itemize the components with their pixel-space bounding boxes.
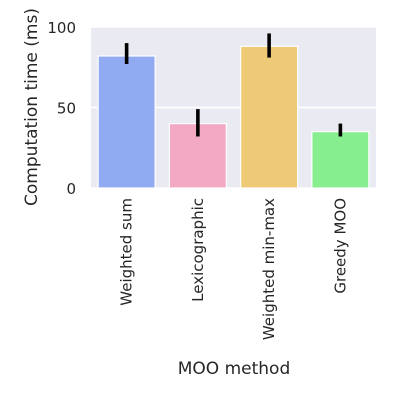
y-axis-label: Computation time (ms)	[22, 8, 42, 206]
error-bars	[124, 33, 343, 137]
bar	[311, 131, 370, 189]
y-tick-label: 50	[57, 100, 76, 118]
x-tick-label: Lexicographic	[189, 198, 207, 302]
x-tick-label: Weighted min-max	[260, 198, 278, 340]
x-tick-label: Greedy MOO	[331, 198, 349, 294]
x-tick-labels: Weighted sum Lexicographic Weighted min-ma…	[118, 198, 350, 340]
x-tick-label: Weighted sum	[118, 198, 136, 306]
y-tick-label: 100	[47, 19, 76, 37]
x-axis-label: MOO method	[178, 359, 290, 379]
y-tick-labels: 0 50 100	[47, 19, 76, 198]
y-tick-label: 0	[66, 180, 76, 198]
bar	[240, 45, 299, 189]
bar	[97, 55, 156, 189]
